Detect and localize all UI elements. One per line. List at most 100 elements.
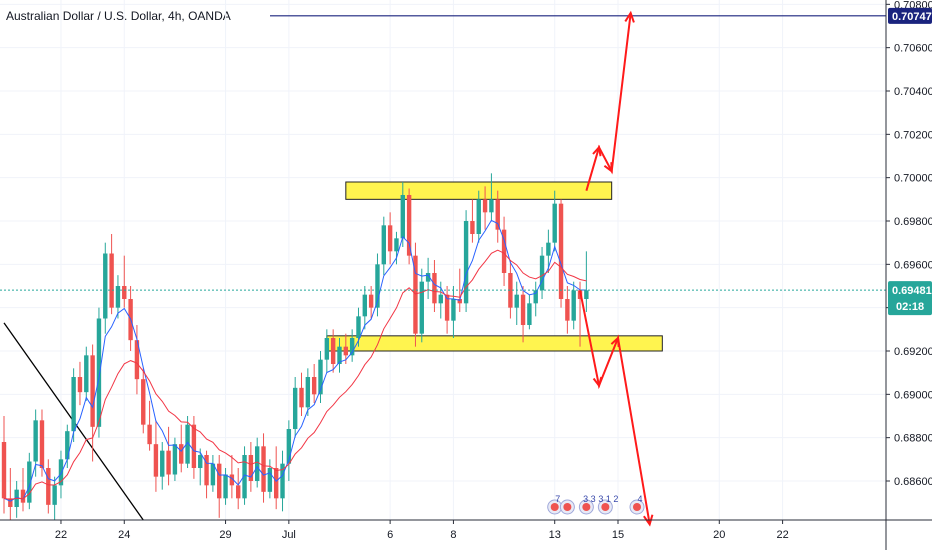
flag-dot <box>633 503 641 511</box>
candle <box>311 364 317 403</box>
candle-body <box>324 338 330 360</box>
candle-body <box>103 253 108 319</box>
candle-body <box>210 463 216 486</box>
bearish-arrow-head <box>643 514 654 527</box>
candle-body <box>267 468 273 492</box>
bullish-arrow <box>585 10 635 191</box>
candle-body <box>552 203 557 243</box>
candle-body <box>495 199 500 230</box>
candle <box>343 333 349 364</box>
candle-body <box>387 225 393 252</box>
candle-body <box>198 455 203 468</box>
event-marker: 4 <box>629 494 645 515</box>
candle <box>324 329 330 373</box>
candle <box>476 190 481 243</box>
event-marker: 7 <box>547 494 563 515</box>
event-count: 3 1 2 <box>598 494 618 504</box>
candle <box>273 446 279 510</box>
candle-body <box>571 290 576 321</box>
x-tick-label: 20 <box>713 529 725 541</box>
candle <box>71 368 76 442</box>
bullish-arrow-turn-head <box>592 145 602 157</box>
candle <box>280 450 285 512</box>
x-tick-label: 22 <box>776 529 788 541</box>
candle-body <box>457 299 462 304</box>
ma-slow-line <box>3 249 587 501</box>
candle-body <box>229 474 235 486</box>
candle-body <box>330 338 336 364</box>
candle <box>495 190 500 243</box>
candle-body <box>305 377 311 408</box>
target-badge-bg <box>888 7 932 24</box>
candle <box>520 286 526 343</box>
candle-body <box>20 489 26 503</box>
candle-body <box>255 446 260 481</box>
arrows-layer <box>579 10 654 527</box>
candle-body <box>425 273 431 282</box>
candle <box>305 368 311 416</box>
candle <box>394 231 399 265</box>
candle-body <box>147 424 152 445</box>
y-tick-label: 0.70000 <box>894 173 932 185</box>
candle <box>153 420 159 492</box>
candle <box>20 468 26 512</box>
candle-body <box>292 387 298 429</box>
candle-body <box>501 229 507 273</box>
candle <box>65 424 70 468</box>
candle <box>413 242 418 347</box>
candle-body <box>362 294 368 317</box>
candle <box>217 455 222 518</box>
candle <box>292 377 298 438</box>
y-tick-label: 0.70600 <box>894 43 932 55</box>
candle <box>1 416 7 514</box>
candle-body <box>236 485 241 499</box>
zones-layer <box>326 181 663 352</box>
candle <box>223 468 228 505</box>
candle <box>210 455 216 492</box>
candle-body <box>375 264 380 308</box>
ma-fast-line <box>3 219 587 502</box>
candle <box>198 448 203 486</box>
candle-body <box>71 377 76 432</box>
candle <box>52 476 57 520</box>
candle <box>27 452 32 510</box>
x-tick-label: 24 <box>118 529 130 541</box>
candle-body <box>546 242 551 256</box>
candle-body <box>1 442 7 499</box>
x-tick-label: Jul <box>282 529 296 541</box>
event-count: 3 3 <box>583 494 596 504</box>
candle <box>115 275 121 319</box>
candle <box>489 173 494 221</box>
candle-body <box>191 424 197 468</box>
candle-body <box>565 299 570 321</box>
candle <box>229 455 235 499</box>
x-tick-label: 22 <box>55 529 67 541</box>
candle-body <box>90 355 95 427</box>
candle <box>508 260 513 319</box>
candle-body <box>248 455 254 481</box>
candle <box>444 286 450 334</box>
candle-body <box>514 294 519 308</box>
candle-body <box>153 444 159 477</box>
candle <box>457 268 462 312</box>
candle <box>179 424 184 473</box>
candle <box>425 257 431 299</box>
y-tick-label: 0.69200 <box>894 346 932 358</box>
candle <box>172 437 178 481</box>
candle <box>109 234 114 315</box>
candle <box>400 182 405 247</box>
candle-body <box>160 450 165 477</box>
candle-body <box>8 498 13 507</box>
grid <box>0 0 886 520</box>
candle <box>96 307 102 438</box>
candle <box>527 294 532 330</box>
candle-body <box>280 463 285 499</box>
candles-layer <box>1 173 589 520</box>
candle <box>286 420 292 481</box>
y-tick-label: 0.70200 <box>894 129 932 141</box>
candle-body <box>394 238 399 252</box>
candle-body <box>508 273 513 308</box>
candle-body <box>368 294 374 308</box>
candle-body <box>527 303 532 325</box>
